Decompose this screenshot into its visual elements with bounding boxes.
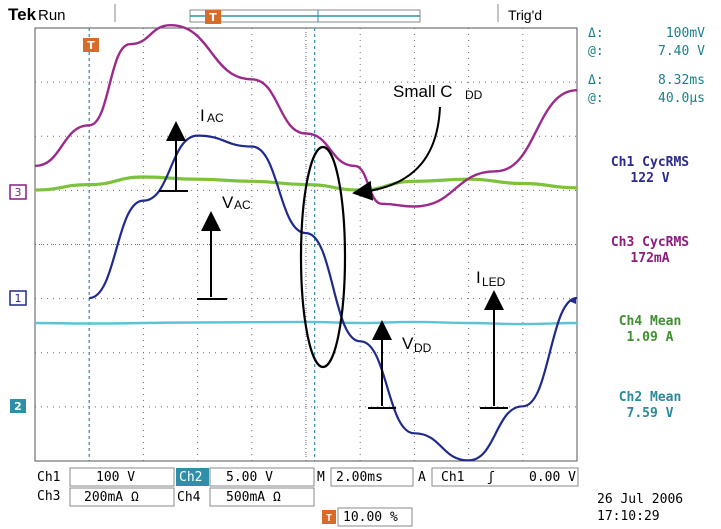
measurement-value: 1.09 A xyxy=(627,330,674,345)
svg-text:AC: AC xyxy=(234,198,251,212)
time-label: 17:10:29 xyxy=(597,509,660,524)
annotations: I AC V AC I LED V DD Small C DD xyxy=(159,82,508,409)
svg-text:T: T xyxy=(87,39,95,52)
svg-text:@:: @: xyxy=(588,91,604,106)
ch1-marker xyxy=(9,290,27,306)
svg-text:AC: AC xyxy=(207,111,224,125)
voltage-at: 7.40 V xyxy=(658,44,705,59)
trig-source: Ch1 xyxy=(441,470,464,485)
trace-ch3 xyxy=(34,24,578,208)
trig-slope: ʃ xyxy=(487,470,495,485)
graticule xyxy=(35,28,577,461)
measurement-value: 122 V xyxy=(630,171,669,186)
ch3-scale: 200mA Ω xyxy=(84,490,139,505)
settings-bar: Ch1 100 V Ch2 5.00 V M 2.00ms A Ch1 ʃ 0.… xyxy=(37,467,683,527)
run-state: Run xyxy=(38,7,66,24)
ch2-scale: 5.00 V xyxy=(226,470,273,485)
svg-text:M: M xyxy=(317,470,325,485)
time-scale: 2.00ms xyxy=(336,470,383,485)
top-bar: Tek Run T Trig'd xyxy=(8,4,542,24)
svg-text:T: T xyxy=(209,11,217,24)
trigger-time-marker: T xyxy=(83,38,99,52)
plot-area xyxy=(34,24,578,462)
voltage-delta: 100mV xyxy=(666,26,705,41)
measurement-label: Ch1 CycRMS xyxy=(611,155,689,170)
trigger-position-marker xyxy=(205,10,221,24)
svg-text:1: 1 xyxy=(15,292,22,305)
iac-label: I xyxy=(200,106,205,125)
svg-text:DD: DD xyxy=(465,88,483,102)
measurement-label: Ch2 Mean xyxy=(619,390,682,405)
ch2-label: Ch2 xyxy=(179,470,202,485)
ch4-scale: 500mA Ω xyxy=(226,490,281,505)
brand-label: Tek xyxy=(8,5,37,24)
measurement-value: 7.59 V xyxy=(627,406,674,421)
svg-text:@:: @: xyxy=(588,44,604,59)
svg-text:LED: LED xyxy=(482,275,506,289)
ch3-marker xyxy=(9,184,27,200)
highlight-ellipse xyxy=(299,145,347,369)
trig-position: 10.00 % xyxy=(343,510,398,525)
svg-text:Δ:: Δ: xyxy=(588,73,604,88)
svg-text:T: T xyxy=(326,513,332,524)
small-cdd-arrow xyxy=(352,106,441,201)
ch3-label: Ch3 xyxy=(37,489,60,504)
svg-text:3: 3 xyxy=(15,186,22,199)
vdd-label: V xyxy=(402,334,414,353)
ch4-level-marker xyxy=(569,298,576,304)
svg-text:2: 2 xyxy=(14,400,22,413)
trig-mode: A xyxy=(418,470,426,485)
ch1-label: Ch1 xyxy=(37,470,60,485)
trigger-status: Trig'd xyxy=(508,7,542,23)
ch2-marker xyxy=(10,399,26,413)
svg-text:Δ:: Δ: xyxy=(588,26,604,41)
trig-level: 0.00 V xyxy=(529,470,576,485)
cursor-readout: Δ: 100mV @: 7.40 V Δ: 8.32ms @: 40.0µs xyxy=(588,26,705,106)
measurement-label: Ch4 Mean xyxy=(619,314,682,329)
time-delta: 8.32ms xyxy=(658,73,705,88)
ch1-scale: 100 V xyxy=(96,470,135,485)
date-label: 26 Jul 2006 xyxy=(597,492,683,507)
ch4-label: Ch4 xyxy=(177,490,201,505)
small-cdd-label: Small C xyxy=(393,82,453,101)
iled-label: I xyxy=(476,268,481,287)
measurement-value: 172mA xyxy=(630,251,669,266)
channel-markers: 3 1 2 xyxy=(9,184,576,413)
vac-label: V xyxy=(222,193,234,212)
measurement-label: Ch3 CycRMS xyxy=(611,235,689,250)
svg-text:DD: DD xyxy=(414,341,432,355)
time-at: 40.0µs xyxy=(658,91,705,106)
trace-ch1 xyxy=(88,134,578,462)
